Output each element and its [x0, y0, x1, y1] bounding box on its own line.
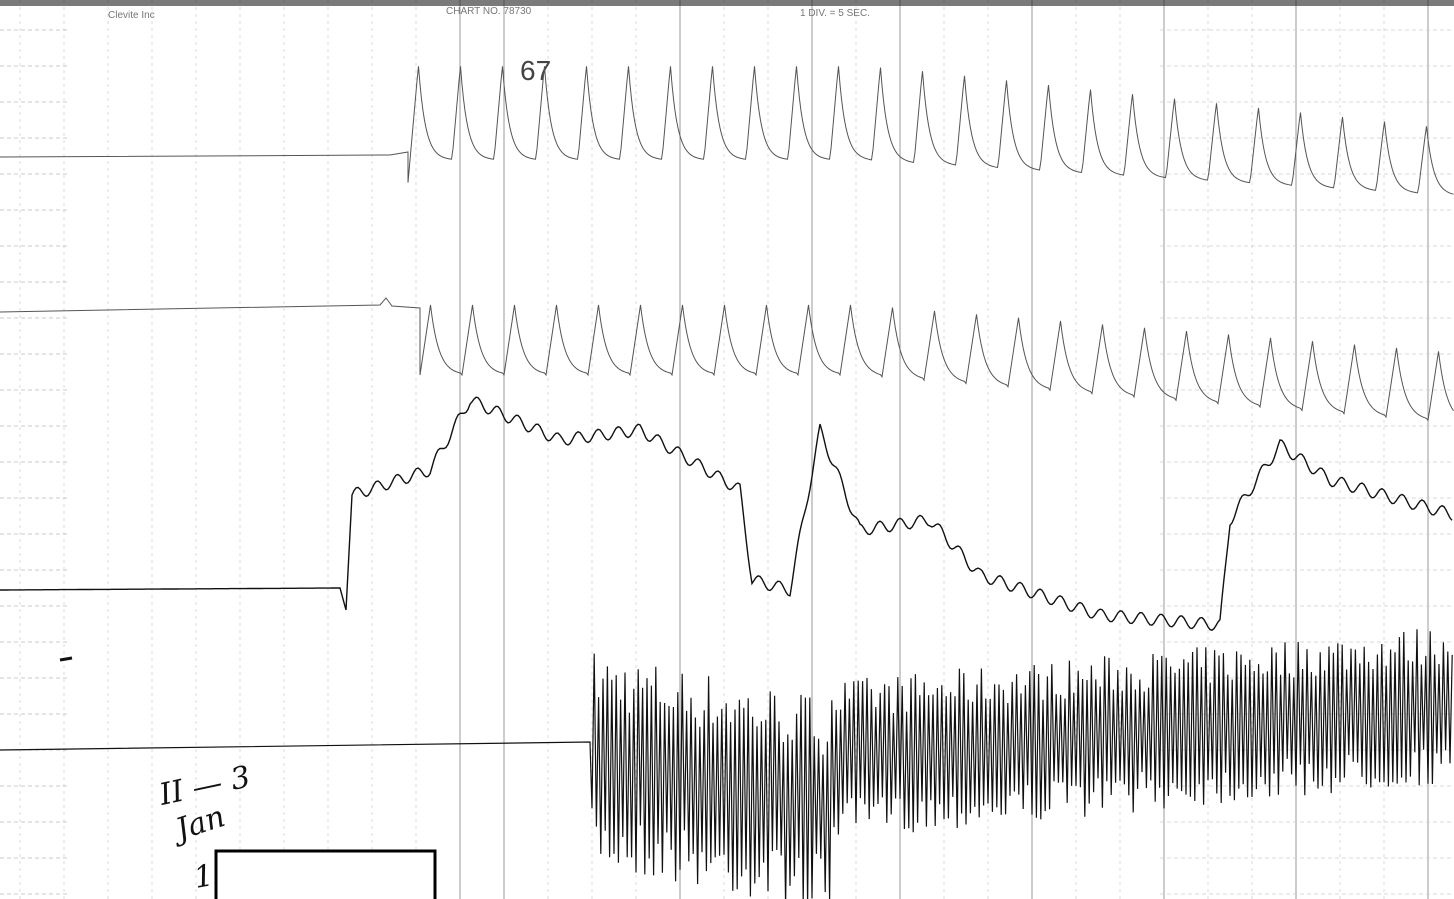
trace: [0, 396, 1453, 631]
company-label: Clevite Inc: [108, 10, 155, 21]
trace: [0, 629, 1453, 899]
stain: [1040, 0, 1454, 300]
time-scale: 1 DIV. = 5 SEC.: [800, 8, 870, 19]
top-edge: [0, 0, 1454, 6]
redaction-box: [214, 849, 437, 899]
traces: [0, 66, 1454, 899]
chart-number: CHART NO. 78730: [446, 6, 532, 17]
page-number: 67: [520, 55, 551, 86]
trace: [0, 66, 1454, 195]
trace: [0, 297, 1454, 422]
tick-mark: [59, 656, 73, 662]
